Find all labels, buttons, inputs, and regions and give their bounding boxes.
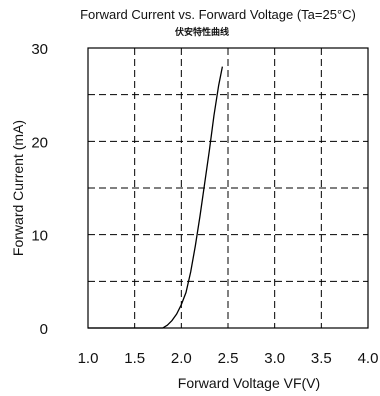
x-tick-label: 4.0	[358, 350, 379, 367]
y-tick-label: 10	[31, 228, 48, 245]
x-tick-label: 1.5	[124, 350, 145, 367]
tick-labels: 1.0 1.5 2.0 2.5 3.0 3.5 4.0 0 10 20 30	[31, 41, 378, 367]
series-line	[88, 66, 224, 329]
x-tick-label: 2.5	[218, 350, 239, 367]
x-axis-label: Forward Voltage VF(V)	[178, 375, 320, 391]
x-tick-label: 3.0	[264, 350, 285, 367]
chart-title: Forward Current vs. Forward Voltage (Ta=…	[80, 7, 356, 22]
x-tick-label: 1.0	[78, 350, 99, 367]
y-tick-label: 20	[31, 134, 48, 151]
y-axis-label: Forward Current (mA)	[10, 120, 26, 256]
y-tick-label: 30	[31, 41, 48, 58]
grid-lines	[88, 48, 368, 328]
chart-subtitle: 伏安特性曲线	[175, 26, 229, 38]
y-tick-label: 0	[40, 321, 48, 338]
x-tick-label: 3.5	[311, 350, 332, 367]
x-tick-label: 2.0	[171, 350, 192, 367]
series-layer	[88, 66, 224, 329]
